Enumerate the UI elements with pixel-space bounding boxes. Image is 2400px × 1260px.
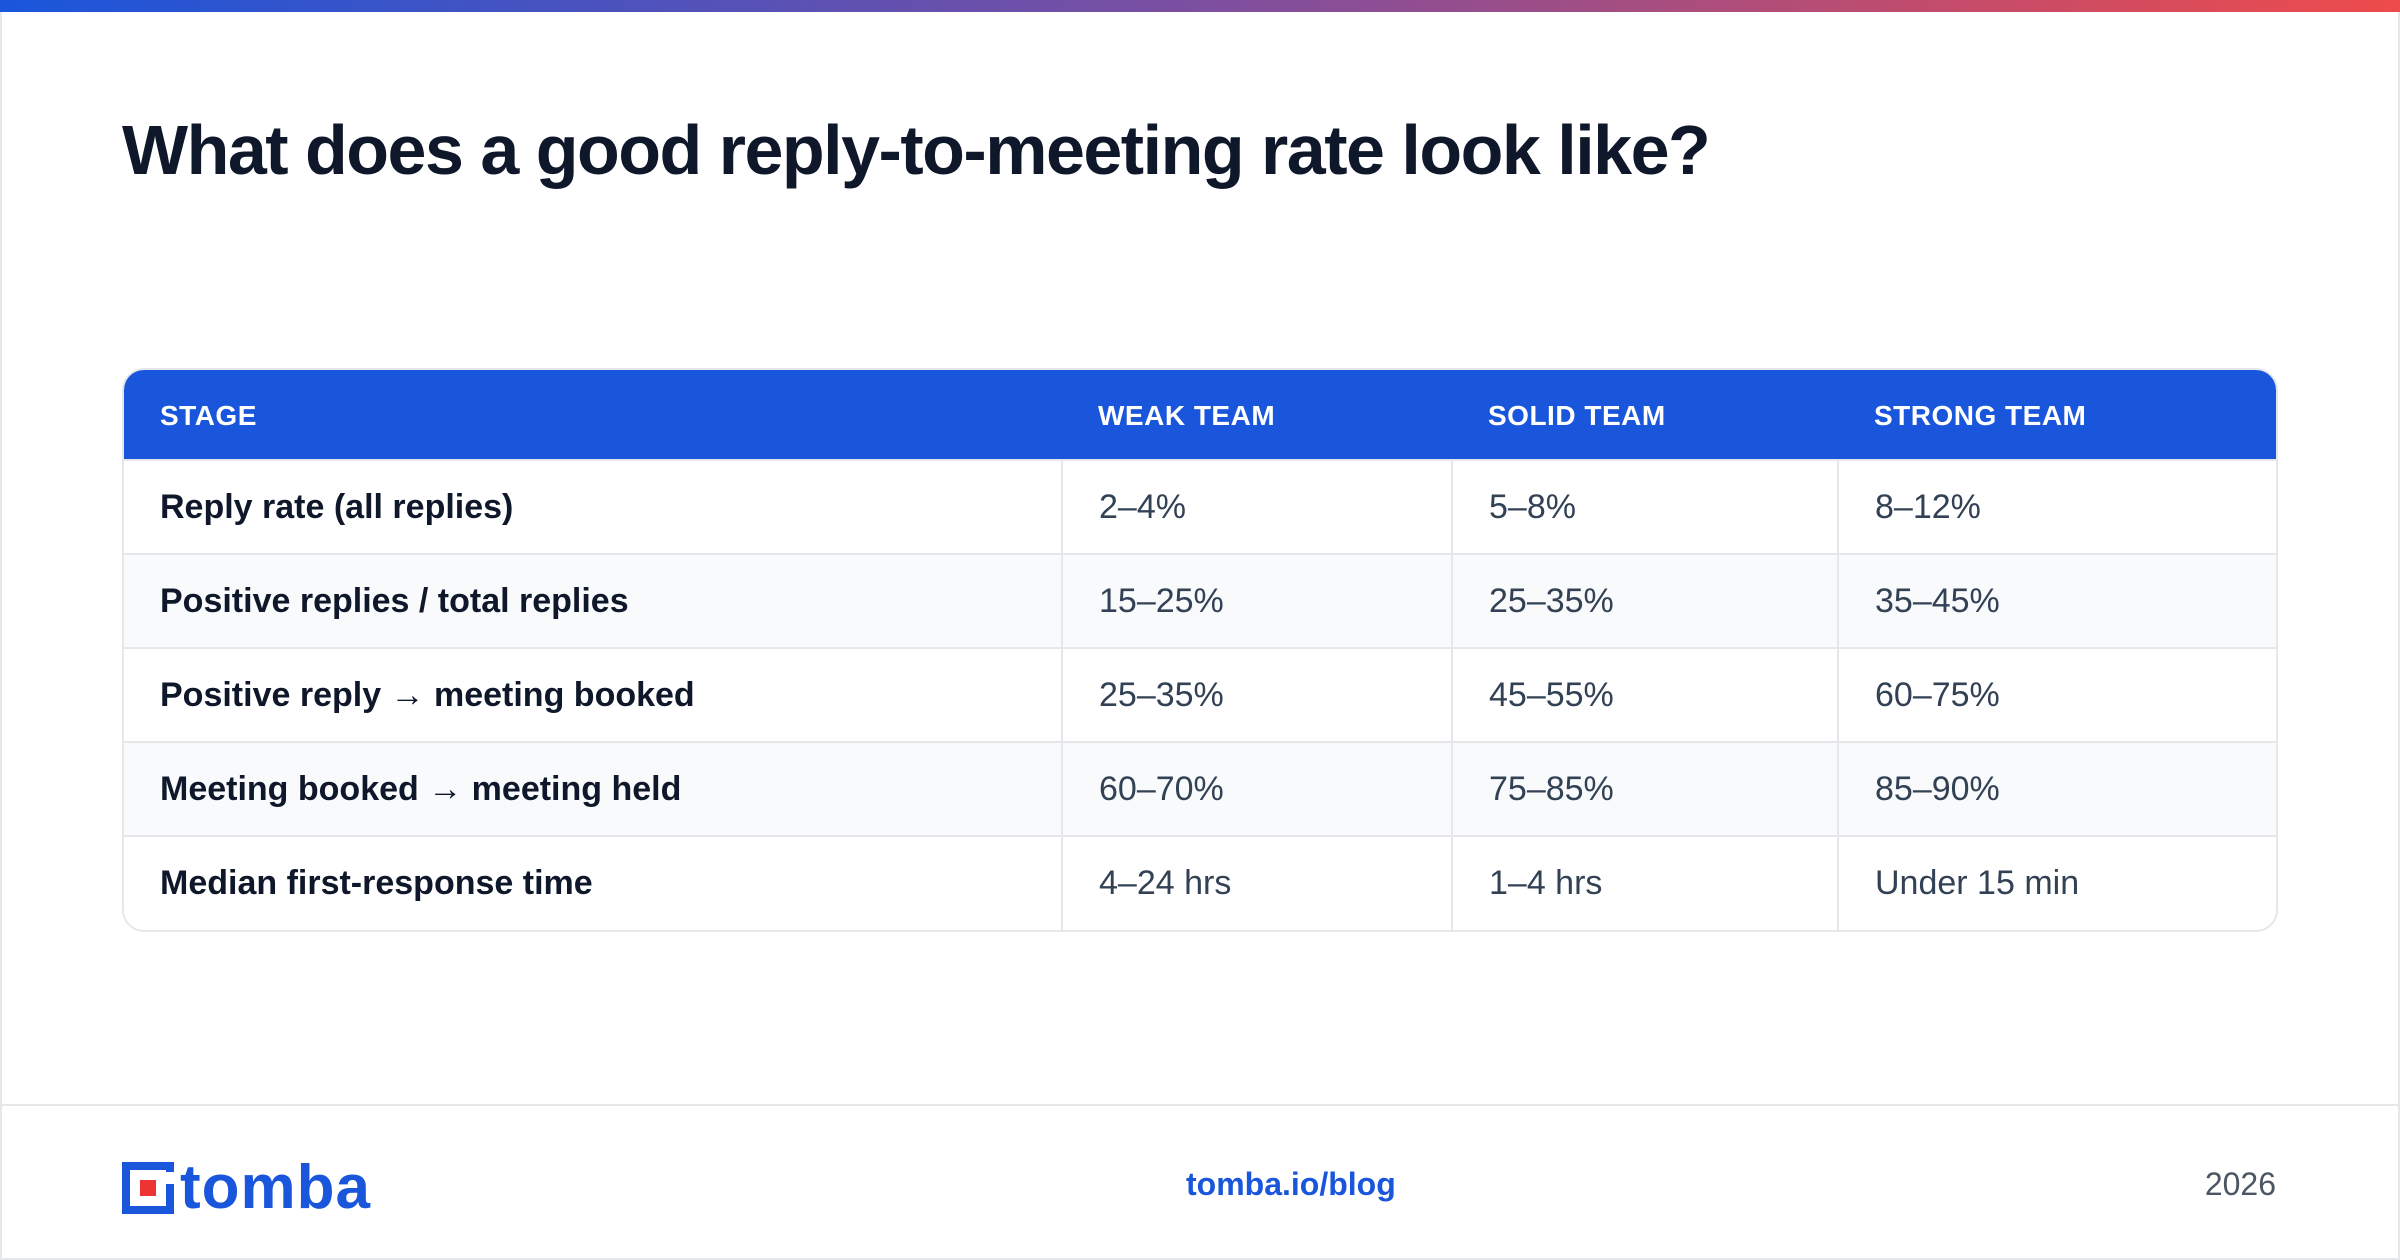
solid-cell: 75–85%	[1451, 742, 1838, 836]
header-weak-team: WEAK TEAM	[1098, 399, 1276, 431]
table-row: Positive reply → meeting booked 25–35% 4…	[124, 648, 2276, 742]
top-gradient-bar	[0, 0, 2400, 12]
tomba-logo-icon	[122, 1161, 174, 1214]
footer-year: 2026	[2204, 1166, 2276, 1202]
table-row: Median first-response time 4–24 hrs 1–4 …	[124, 836, 2276, 930]
strong-cell: Under 15 min	[1837, 836, 2276, 930]
strong-cell: 8–12%	[1837, 460, 2276, 554]
table-row: Meeting booked → meeting held 60–70% 75–…	[124, 742, 2276, 836]
weak-cell: 60–70%	[1061, 742, 1452, 836]
tomba-logo[interactable]: tomba	[122, 1152, 371, 1223]
solid-cell: 25–35%	[1451, 554, 1838, 648]
stage-cell: Meeting booked → meeting held	[160, 769, 682, 808]
header-solid-team: SOLID TEAM	[1488, 399, 1666, 431]
solid-cell: 1–4 hrs	[1451, 836, 1838, 930]
footer-divider	[0, 1104, 2400, 1106]
page-title: What does a good reply-to-meeting rate l…	[122, 111, 1711, 189]
data-table: STAGE WEAK TEAM SOLID TEAM STRONG TEAM R…	[124, 370, 2276, 930]
weak-cell: 4–24 hrs	[1061, 836, 1452, 930]
weak-cell: 25–35%	[1061, 648, 1452, 742]
header-strong-team: STRONG TEAM	[1874, 399, 2087, 431]
strong-cell: 85–90%	[1837, 742, 2276, 836]
table-header-row: STAGE WEAK TEAM SOLID TEAM STRONG TEAM	[124, 370, 2276, 460]
weak-cell: 15–25%	[1061, 554, 1452, 648]
solid-cell: 5–8%	[1451, 460, 1838, 554]
table-row: Reply rate (all replies) 2–4% 5–8% 8–12%	[124, 460, 2276, 554]
stage-cell: Reply rate (all replies)	[160, 487, 514, 526]
strong-cell: 35–45%	[1837, 554, 2276, 648]
strong-cell: 60–75%	[1837, 648, 2276, 742]
stage-cell: Positive replies / total replies	[160, 581, 629, 620]
header-stage: STAGE	[160, 399, 257, 431]
weak-cell: 2–4%	[1061, 460, 1452, 554]
stage-cell: Median first-response time	[160, 864, 593, 902]
table-row: Positive replies / total replies 15–25% …	[124, 554, 2276, 648]
stage-cell: Positive reply → meeting booked	[160, 675, 695, 714]
benchmark-table: STAGE WEAK TEAM SOLID TEAM STRONG TEAM R…	[122, 368, 2278, 932]
blog-link[interactable]: tomba.io/blog	[1186, 1166, 1396, 1202]
solid-cell: 45–55%	[1451, 648, 1838, 742]
logo-wordmark: tomba	[180, 1153, 371, 1222]
